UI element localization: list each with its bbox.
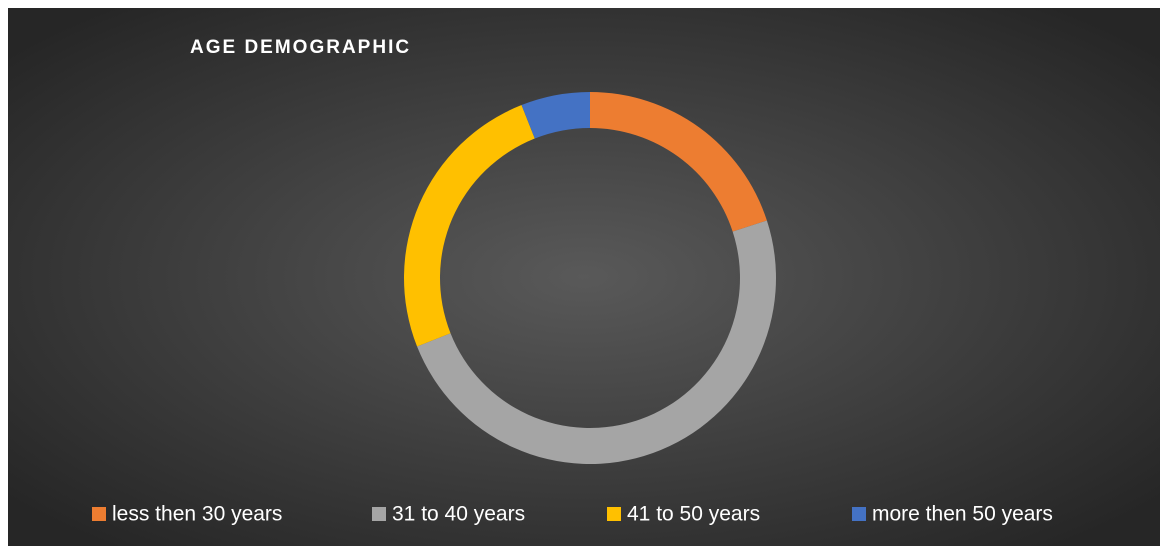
legend-swatch <box>372 507 386 521</box>
donut-segment <box>521 92 590 139</box>
chart-background <box>8 8 1160 546</box>
legend-label: less then 30 years <box>112 503 282 526</box>
legend-swatch <box>92 507 106 521</box>
legend-swatch <box>607 507 621 521</box>
legend-label: 31 to 40 years <box>392 503 525 526</box>
legend-label: more then 50 years <box>872 503 1053 526</box>
donut-segment <box>404 105 535 347</box>
donut-segment <box>590 92 767 232</box>
legend-swatch <box>852 507 866 521</box>
donut-segment <box>417 220 776 464</box>
legend-label: 41 to 50 years <box>627 503 760 526</box>
chart-title: AGE DEMOGRAPHIC <box>190 37 411 58</box>
